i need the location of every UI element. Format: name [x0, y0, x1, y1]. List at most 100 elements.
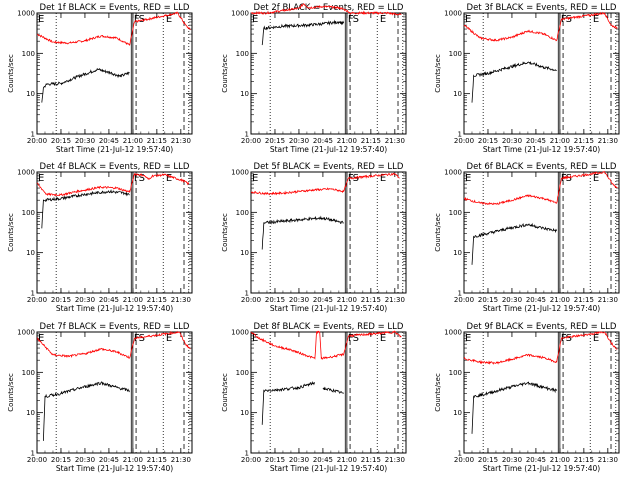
y-axis-label: Counts/sec: [434, 54, 442, 93]
x-tick-label: 20:15: [51, 456, 71, 464]
x-tick-label: 20:00: [27, 456, 47, 464]
y-tick-label: 10: [453, 249, 462, 257]
x-tick-label: 20:30: [75, 137, 95, 145]
y-tick-label: 100: [236, 369, 249, 377]
panel-title: Det 6f BLACK = Events, RED = LLD: [467, 162, 617, 172]
y-tick-label: 10: [26, 90, 35, 98]
x-tick-label: 20:45: [526, 137, 546, 145]
event-marker-E: E: [593, 173, 599, 184]
event-marker-E: E: [166, 333, 172, 344]
plot-frame: [463, 331, 620, 454]
x-tick-label: 21:15: [147, 137, 167, 145]
y-tick-label: 1000: [444, 10, 462, 18]
plot-frame: [250, 12, 407, 135]
x-axis-label: Start Time (21-Jul-12 19:57:40): [270, 304, 387, 313]
x-tick-label: 20:00: [454, 456, 474, 464]
x-tick-label: 20:30: [502, 456, 522, 464]
event-marker-E: E: [380, 333, 386, 344]
plot-frame: [250, 331, 407, 454]
y-tick-label: 100: [236, 209, 249, 217]
event-marker-E: E: [465, 333, 471, 344]
panel-title: Det 2f BLACK = Events, RED = LLD: [254, 3, 404, 13]
x-tick-label: 21:15: [361, 137, 381, 145]
panel-title: Det 9f BLACK = Events, RED = LLD: [467, 322, 617, 332]
y-tick-label: 1: [245, 131, 249, 139]
x-tick-label: 21:15: [574, 137, 594, 145]
y-axis-label: Counts/sec: [221, 213, 229, 252]
plot-frame: [463, 12, 620, 135]
event-marker-F: F: [348, 333, 354, 344]
y-tick-label: 1: [31, 290, 35, 298]
x-tick-label: 21:15: [361, 296, 381, 304]
x-tick-label: 20:00: [454, 296, 474, 304]
events-series-line: [261, 19, 345, 46]
x-tick-label: 20:45: [99, 137, 119, 145]
x-tick-label: 21:15: [574, 296, 594, 304]
x-tick-label: 20:15: [478, 296, 498, 304]
event-marker-S: S: [353, 14, 359, 25]
plot-frame: [250, 171, 407, 294]
events-series-line: [43, 381, 131, 441]
y-tick-label: 1: [31, 450, 35, 458]
y-tick-label: 1: [245, 450, 249, 458]
x-tick-label: 20:15: [478, 456, 498, 464]
x-tick-label: 20:15: [265, 296, 285, 304]
y-tick-label: 100: [449, 369, 462, 377]
y-tick-label: 1: [458, 450, 462, 458]
x-tick-label: 20:45: [313, 456, 333, 464]
event-marker-F: F: [348, 14, 354, 25]
y-tick-label: 1: [31, 131, 35, 139]
lld-series-line: [250, 172, 400, 196]
x-tick-label: 20:00: [454, 137, 474, 145]
plot-frame: [36, 12, 193, 135]
panel-5f: Det 5f BLACK = Events, RED = LLD 1 10 100 10…: [221, 162, 407, 313]
panel-1f: Det 1f BLACK = Events, RED = LLD 1 10 100 10…: [7, 3, 193, 154]
y-tick-label: 1: [458, 290, 462, 298]
x-tick-label: 21:30: [171, 137, 191, 145]
y-tick-label: 1: [458, 131, 462, 139]
x-tick-label: 20:30: [289, 296, 309, 304]
events-series-line: [41, 189, 130, 229]
y-tick-label: 100: [449, 50, 462, 58]
y-tick-label: 1: [245, 290, 249, 298]
events-series-line: [261, 215, 344, 250]
x-tick-label: 20:00: [241, 456, 261, 464]
x-tick-label: 20:30: [502, 137, 522, 145]
x-tick-label: 20:00: [241, 137, 261, 145]
y-tick-label: 1000: [444, 329, 462, 337]
x-axis-label: Start Time (21-Jul-12 19:57:40): [483, 304, 600, 313]
y-tick-label: 1000: [17, 10, 35, 18]
lld-series-line: [36, 172, 190, 197]
x-axis-label: Start Time (21-Jul-12 19:57:40): [270, 464, 387, 473]
lld-series-line: [36, 11, 191, 46]
x-tick-label: 21:00: [550, 137, 570, 145]
event-marker-S: S: [566, 333, 572, 344]
events-series-line: [471, 222, 558, 265]
y-tick-label: 10: [240, 90, 249, 98]
panel-title: Det 3f BLACK = Events, RED = LLD: [467, 3, 617, 13]
x-axis-label: Start Time (21-Jul-12 19:57:40): [483, 145, 600, 154]
x-tick-label: 21:15: [147, 456, 167, 464]
event-marker-E: E: [380, 173, 386, 184]
y-tick-label: 100: [449, 209, 462, 217]
x-tick-label: 20:30: [289, 456, 309, 464]
x-tick-label: 20:45: [99, 296, 119, 304]
event-marker-E: E: [593, 333, 599, 344]
x-tick-label: 21:00: [337, 137, 357, 145]
panel-title: Det 8f BLACK = Events, RED = LLD: [254, 322, 404, 332]
x-tick-label: 21:30: [385, 456, 405, 464]
event-marker-S: S: [566, 173, 572, 184]
x-tick-label: 20:15: [265, 137, 285, 145]
event-marker-E: E: [465, 14, 471, 25]
x-tick-label: 21:30: [598, 456, 618, 464]
event-marker-F: F: [134, 14, 140, 25]
event-marker-S: S: [139, 173, 145, 184]
y-tick-label: 10: [240, 249, 249, 257]
x-tick-label: 20:45: [99, 456, 119, 464]
x-tick-label: 21:00: [123, 137, 143, 145]
x-tick-label: 21:15: [147, 296, 167, 304]
events-series-line: [41, 67, 130, 103]
x-tick-label: 20:00: [27, 296, 47, 304]
panel-7f: Det 7f BLACK = Events, RED = LLD 1 10 100 10…: [7, 322, 193, 473]
